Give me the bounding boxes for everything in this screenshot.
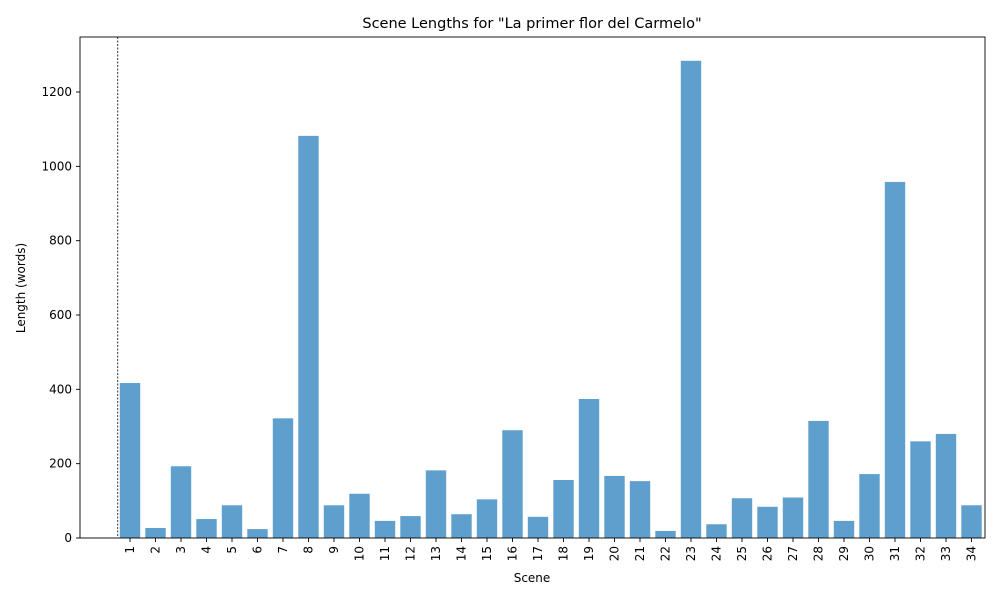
bar-scene-33 xyxy=(935,433,957,538)
y-tick-label: 600 xyxy=(49,308,72,322)
x-tick-label: 15 xyxy=(480,546,494,561)
y-tick-label: 800 xyxy=(49,234,72,248)
bar-scene-32 xyxy=(910,441,931,538)
x-tick-label: 23 xyxy=(684,546,698,561)
bar-scene-22 xyxy=(655,530,676,538)
bar-scene-21 xyxy=(629,481,651,538)
x-tick-label: 11 xyxy=(378,546,392,561)
x-tick-label: 2 xyxy=(149,546,163,554)
bars-group xyxy=(119,60,982,539)
y-tick-label: 400 xyxy=(49,382,72,396)
x-tick-label: 8 xyxy=(302,546,316,554)
bar-scene-6 xyxy=(247,529,268,538)
bar-scene-23 xyxy=(680,60,702,538)
x-tick-label: 25 xyxy=(735,546,749,561)
bar-scene-31 xyxy=(884,181,906,538)
bar-scene-5 xyxy=(221,505,243,538)
x-tick-label: 24 xyxy=(710,546,724,561)
x-tick-label: 18 xyxy=(557,546,571,561)
x-tick-label: 30 xyxy=(863,546,877,561)
x-tick-label: 17 xyxy=(531,546,545,561)
x-tick-label: 12 xyxy=(404,546,418,561)
x-tick-label: 16 xyxy=(506,546,520,561)
bar-scene-4 xyxy=(196,519,217,538)
bar-scene-26 xyxy=(757,506,778,538)
x-tick-label: 3 xyxy=(174,546,188,554)
x-tick-label: 31 xyxy=(888,546,902,561)
x-tick-label: 7 xyxy=(276,546,290,554)
bar-scene-9 xyxy=(323,505,345,538)
x-axis-title: Scene xyxy=(514,571,551,585)
x-tick-label: 28 xyxy=(812,546,826,561)
x-tick-label: 9 xyxy=(327,546,341,554)
bar-scene-11 xyxy=(374,520,396,538)
x-tick-label: 20 xyxy=(608,546,622,561)
bar-scene-12 xyxy=(400,516,421,538)
x-tick-label: 33 xyxy=(939,546,953,561)
bar-scene-2 xyxy=(145,527,166,538)
plot-border xyxy=(79,36,986,539)
bar-scene-18 xyxy=(553,480,574,538)
x-tick-label: 6 xyxy=(251,546,265,554)
x-tick-label: 26 xyxy=(761,546,775,561)
y-tick-label: 1200 xyxy=(41,85,72,99)
bar-scene-7 xyxy=(272,418,294,538)
x-tick-label: 10 xyxy=(353,546,367,561)
bar-scene-1 xyxy=(119,383,141,538)
x-tick-label: 27 xyxy=(786,546,800,561)
bar-scene-14 xyxy=(451,514,472,538)
bar-scene-13 xyxy=(425,470,447,538)
y-tick-label: 200 xyxy=(49,457,72,471)
bar-scene-30 xyxy=(859,474,880,538)
x-tick-label: 32 xyxy=(914,546,928,561)
y-axis-title: Length (words) xyxy=(14,243,28,333)
bar-scene-27 xyxy=(782,497,804,538)
bar-scene-29 xyxy=(833,520,855,538)
x-tick-label: 1 xyxy=(123,546,137,554)
x-tick-label: 19 xyxy=(582,546,596,561)
x-tick-label: 4 xyxy=(200,546,214,554)
bar-scene-25 xyxy=(731,498,753,538)
x-axis: 1 2 3 4 5 6 7 8 9 10 11 12 13 14 15 16 17 18 19 20 21 22 23 24 2… xyxy=(123,538,979,561)
bar-scene-19 xyxy=(578,399,600,538)
x-tick-label: 34 xyxy=(965,546,979,561)
x-tick-label: 21 xyxy=(633,546,647,561)
y-tick-label: 1000 xyxy=(41,159,72,173)
bar-scene-34 xyxy=(961,505,982,538)
y-axis: 0 200 400 600 800 1000 1200 xyxy=(41,85,80,545)
x-tick-label: 14 xyxy=(455,546,469,561)
chart-title: Scene Lengths for "La primer flor del Ca… xyxy=(362,16,701,32)
bar-scene-15 xyxy=(476,499,498,538)
bar-scene-8 xyxy=(298,135,319,539)
bar-scene-28 xyxy=(808,420,829,538)
y-tick-label: 0 xyxy=(64,531,72,545)
bar-scene-3 xyxy=(170,466,192,538)
x-tick-label: 29 xyxy=(837,546,851,561)
bar-scene-24 xyxy=(706,524,727,538)
bar-scene-10 xyxy=(349,493,370,538)
x-tick-label: 5 xyxy=(225,546,239,554)
x-tick-label: 22 xyxy=(659,546,673,561)
x-tick-label: 13 xyxy=(429,546,443,561)
plot-frame xyxy=(79,36,986,539)
bar-scene-16 xyxy=(502,430,523,538)
bar-scene-20 xyxy=(604,475,625,538)
bar-scene-17 xyxy=(527,516,549,538)
